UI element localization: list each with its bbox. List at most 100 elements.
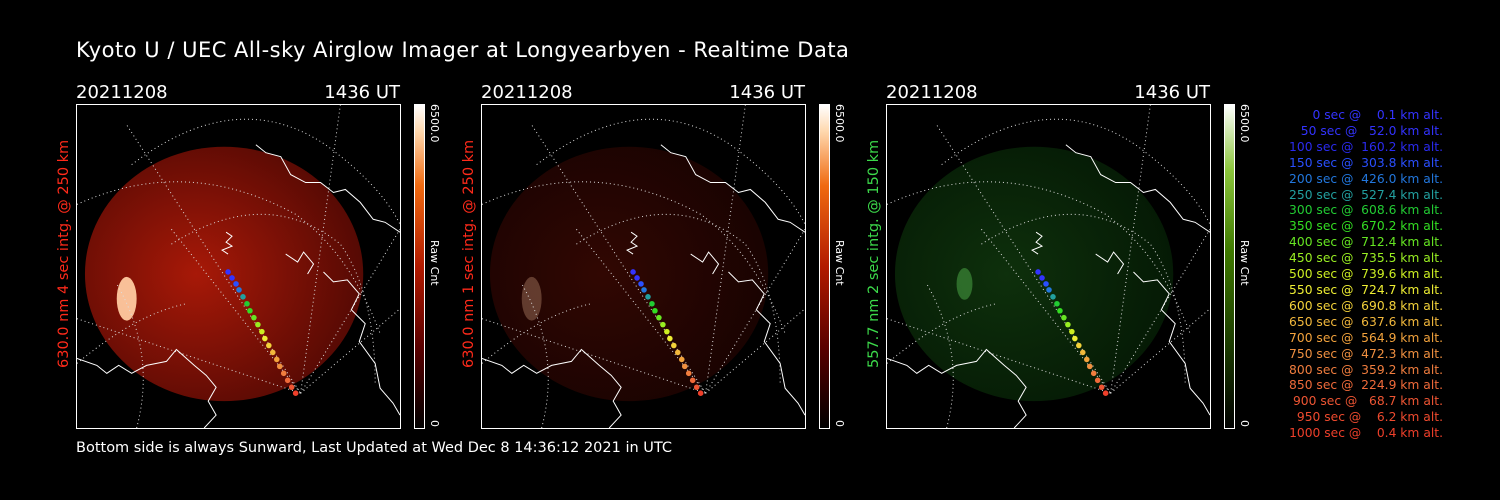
panel-3-colorbar-unit: Raw Cnt xyxy=(1238,240,1251,286)
track-point xyxy=(1050,294,1056,300)
coastline xyxy=(482,348,622,428)
grid-line xyxy=(116,283,144,428)
panel-1-ylabel: 630.0 nm 4 sec intg. @ 250 km xyxy=(56,139,72,368)
grid-line xyxy=(131,118,400,225)
map-grid xyxy=(482,105,805,428)
track-point xyxy=(229,275,235,281)
panel-3-colorbar-max: 6500.0 xyxy=(1238,104,1251,143)
track-point xyxy=(266,342,272,349)
panel-1-colorbar xyxy=(414,104,425,429)
grid-line xyxy=(1110,228,1210,394)
legend-entry: 350 sec @ 670.2 km alt. xyxy=(1285,219,1443,234)
track-point xyxy=(247,307,253,314)
legend-entry: 850 sec @ 224.9 km alt. xyxy=(1285,378,1443,393)
coastline xyxy=(323,271,400,416)
track-point xyxy=(1065,321,1071,328)
track-point xyxy=(1039,275,1045,281)
legend-entry: 650 sec @ 637.6 km alt. xyxy=(1285,314,1443,329)
track-point xyxy=(689,377,696,384)
coastline xyxy=(77,348,217,428)
coastline xyxy=(285,251,315,275)
track-point xyxy=(1090,370,1097,377)
panel-3-ylabel: 557.7 nm 2 sec intg. @ 150 km xyxy=(866,139,882,368)
grid-line xyxy=(482,303,592,364)
grid-line xyxy=(536,118,805,225)
panel-2-ylabel: 630.0 nm 1 sec intg. @ 250 km xyxy=(461,139,477,368)
grid-line xyxy=(521,283,549,428)
grid-line xyxy=(77,303,187,364)
track-point xyxy=(656,314,662,321)
coastlines xyxy=(77,144,400,428)
grid-line xyxy=(77,181,381,334)
track-point xyxy=(233,281,239,287)
legend-entry: 600 sec @ 690.8 km alt. xyxy=(1285,298,1443,313)
footer-note: Bottom side is always Sunward, Last Upda… xyxy=(76,440,673,456)
grid-line xyxy=(531,124,707,394)
legend-entry: 150 sec @ 303.8 km alt. xyxy=(1285,155,1443,170)
track-point xyxy=(660,321,666,328)
coastline xyxy=(1065,144,1210,233)
coastline xyxy=(1133,271,1210,416)
panel-2-colorbar xyxy=(819,104,830,429)
track-point xyxy=(255,321,261,328)
track-point xyxy=(1061,314,1067,321)
panel-2-colorbar-min: 0 xyxy=(833,420,846,427)
satellite-track xyxy=(1035,269,1109,396)
grid-line xyxy=(1110,105,1151,394)
track-point xyxy=(225,269,231,275)
legend-entry: 900 sec @ 68.7 km alt. xyxy=(1289,394,1443,409)
grid-line xyxy=(482,181,786,334)
sky-disk xyxy=(489,146,769,402)
satellite-track xyxy=(630,269,704,396)
panel-3-time: 1436 UT xyxy=(1134,82,1210,103)
legend-entry: 550 sec @ 724.7 km alt. xyxy=(1285,282,1443,297)
aurora-patch xyxy=(116,276,137,321)
legend-entry: 100 sec @ 160.2 km alt. xyxy=(1285,139,1443,154)
coastline xyxy=(690,251,720,275)
allsky-svg xyxy=(482,105,805,428)
track-point xyxy=(280,370,287,377)
time-altitude-legend: 0 sec @ 0.1 km alt. 50 sec @ 52.0 km alt… xyxy=(1258,108,1443,442)
coastlines xyxy=(482,144,805,428)
coastline xyxy=(728,271,805,416)
coastline xyxy=(221,231,234,255)
panel-1-time: 1436 UT xyxy=(324,82,400,103)
track-point xyxy=(236,287,242,293)
track-point xyxy=(1054,300,1060,307)
legend-entry: 450 sec @ 735.5 km alt. xyxy=(1285,251,1443,266)
legend-entry: 200 sec @ 426.0 km alt. xyxy=(1285,171,1443,186)
track-point xyxy=(685,370,692,377)
track-point xyxy=(288,384,295,391)
track-point xyxy=(634,275,640,281)
coastline xyxy=(626,231,639,255)
track-point xyxy=(1086,363,1093,370)
panel-1-allsky-image xyxy=(76,104,401,429)
panel-2-date: 20211208 xyxy=(481,82,573,103)
track-point xyxy=(292,390,299,396)
sky-disk xyxy=(84,146,364,402)
track-point xyxy=(681,363,688,370)
track-point xyxy=(678,356,685,363)
track-point xyxy=(251,314,257,321)
panel-1-colorbar-unit: Raw Cnt xyxy=(428,240,441,286)
legend-entry: 50 sec @ 52.0 km alt. xyxy=(1292,123,1443,138)
legend-entry: 400 sec @ 712.4 km alt. xyxy=(1285,235,1443,250)
grid-line xyxy=(126,124,302,394)
legend-entry: 0 sec @ 0.1 km alt. xyxy=(1300,108,1443,122)
track-point xyxy=(638,281,644,287)
aurora-patch xyxy=(521,276,542,321)
allsky-svg xyxy=(887,105,1210,428)
page-title: Kyoto U / UEC All-sky Airglow Imager at … xyxy=(76,38,850,62)
grid-line xyxy=(926,283,954,428)
grid-line xyxy=(887,181,1191,334)
track-point xyxy=(270,349,276,356)
grid-line xyxy=(705,105,746,394)
track-point xyxy=(1083,356,1090,363)
track-point xyxy=(641,287,647,293)
track-point xyxy=(240,294,246,300)
track-point xyxy=(667,335,673,342)
panel-2-colorbar-unit: Raw Cnt xyxy=(833,240,846,286)
panel-3-date: 20211208 xyxy=(886,82,978,103)
track-point xyxy=(671,342,677,349)
track-point xyxy=(649,300,655,307)
